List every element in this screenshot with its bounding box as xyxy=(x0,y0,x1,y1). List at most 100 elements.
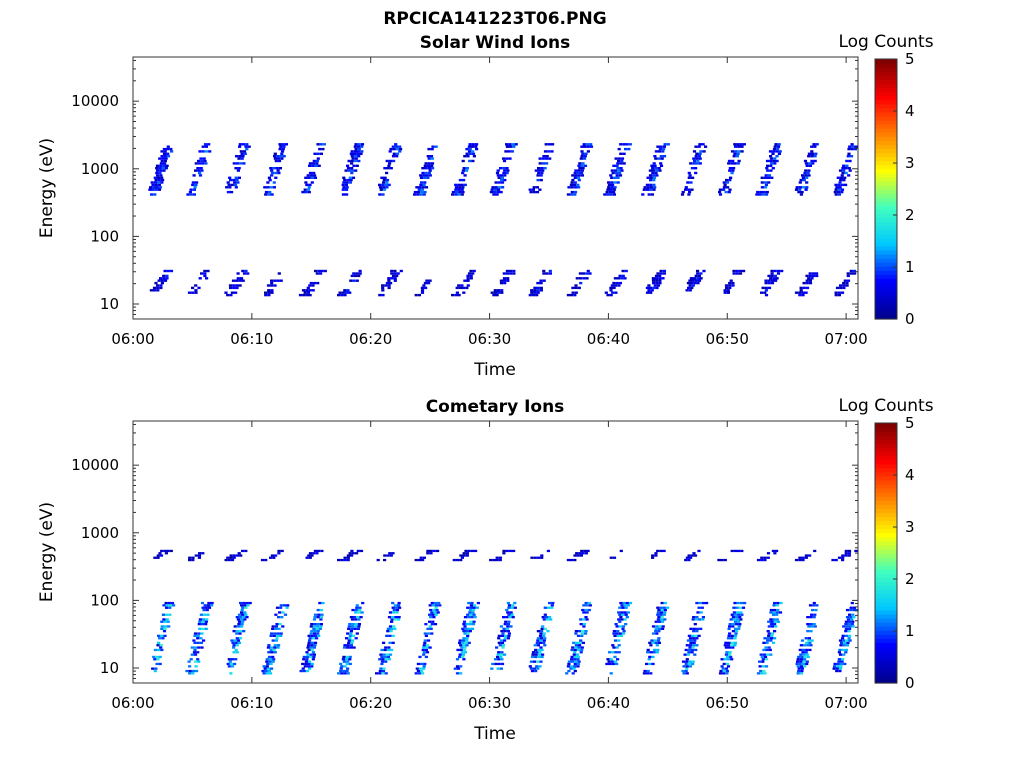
spectrogram-cell xyxy=(232,651,236,654)
spectrogram-cell xyxy=(650,289,654,292)
spectrogram-cell xyxy=(502,549,506,553)
spectrogram-cell xyxy=(608,662,612,666)
spectrogram-cell xyxy=(513,606,517,609)
spectrogram-cell xyxy=(462,291,466,294)
spectrogram-cell xyxy=(168,613,172,616)
spectrogram-cell xyxy=(806,644,810,647)
spectrogram-cell xyxy=(795,662,799,666)
spectrogram-cell xyxy=(759,669,763,673)
spectrogram-cell xyxy=(269,556,273,559)
spectrogram-cell xyxy=(614,171,618,175)
spectrogram-cell xyxy=(773,269,777,273)
spectrogram-cell xyxy=(732,618,736,621)
colorbar-segment xyxy=(875,654,897,660)
spectrogram-cell xyxy=(617,277,621,280)
spectrogram-cell xyxy=(769,277,773,280)
spectrogram-cell xyxy=(497,181,501,184)
spectrogram-cell xyxy=(544,157,549,160)
spectrogram-cell xyxy=(586,269,590,273)
spectrogram-cell xyxy=(589,143,593,146)
spectrogram-cell xyxy=(426,549,430,553)
spectrogram-cell xyxy=(529,190,533,194)
spectrogram-cell xyxy=(235,644,239,647)
spectrogram-cell xyxy=(538,162,542,165)
spectrogram-cell xyxy=(271,627,275,630)
spectrogram-cell xyxy=(833,665,837,668)
spectrogram-cell xyxy=(505,272,510,275)
spectrogram-cell xyxy=(434,606,438,609)
panel-title: Solar Wind Ions xyxy=(420,33,571,53)
spectrogram-cell xyxy=(493,291,497,294)
spectrogram-cell xyxy=(770,279,774,282)
spectrogram-cell xyxy=(237,176,241,179)
spectrogram-cell xyxy=(378,658,382,661)
spectrogram-cell xyxy=(433,623,438,626)
spectrogram-cell xyxy=(393,604,397,607)
spectrogram-cell xyxy=(542,269,546,273)
spectrogram-cell xyxy=(841,658,845,661)
spectrogram-cell xyxy=(842,164,846,167)
spectrogram-cell xyxy=(162,277,166,280)
spectrogram-cell xyxy=(850,623,854,626)
spectrogram-cell xyxy=(612,632,616,635)
spectrogram-cell xyxy=(497,291,501,294)
spectrogram-cell xyxy=(548,616,552,619)
spectrogram-cell xyxy=(848,620,852,623)
spectrogram-cell xyxy=(543,644,547,647)
spectrogram-cell xyxy=(203,604,207,607)
spectrogram-cell xyxy=(578,644,582,647)
colorbar-segment xyxy=(875,577,897,583)
spectrogram-cell xyxy=(388,159,392,163)
spectrogram-cell xyxy=(163,155,167,158)
colorbar-segment xyxy=(875,504,897,509)
spectrogram-cell xyxy=(695,627,700,630)
colorbar-segment xyxy=(875,666,897,672)
spectrogram-cell xyxy=(576,658,580,661)
spectrogram-cell xyxy=(455,190,459,194)
spectrogram-cell xyxy=(205,618,209,621)
spectrogram-cell xyxy=(542,618,546,621)
spectrogram-cell xyxy=(235,630,239,633)
spectrogram-cell xyxy=(652,188,656,191)
colorbar-segment xyxy=(875,83,897,89)
spectrogram-cell xyxy=(731,630,735,633)
spectrogram-cell xyxy=(161,637,165,640)
spectrogram-cell xyxy=(735,272,739,275)
spectrogram-cell xyxy=(278,623,282,626)
spectrogram-cell xyxy=(621,625,626,628)
spectrogram-cell xyxy=(538,641,543,644)
spectrogram-cell xyxy=(191,669,195,673)
spectrogram-cell xyxy=(539,632,543,635)
spectrogram-cell xyxy=(574,630,578,633)
spectrogram-cell xyxy=(612,281,616,285)
spectrogram-cell xyxy=(312,162,316,165)
spectrogram-cell xyxy=(692,644,696,647)
spectrogram-cell xyxy=(425,644,430,647)
spectrogram-cell xyxy=(537,655,541,659)
spectrogram-cell xyxy=(583,164,588,167)
spectrogram-cell xyxy=(202,157,206,160)
spectrogram-cell xyxy=(798,648,802,652)
spectrogram-cell xyxy=(306,291,310,294)
colorbar-segment xyxy=(875,152,897,158)
spectrogram-cell xyxy=(279,279,283,282)
spectrogram-cell xyxy=(384,183,388,187)
spectrogram-cell xyxy=(387,277,391,280)
spectrogram-cell xyxy=(246,272,250,275)
spectrogram-cell xyxy=(500,630,504,633)
spectrogram-cell xyxy=(169,147,173,151)
spectrogram-cell xyxy=(726,289,730,292)
spectrogram-cell xyxy=(618,174,623,177)
spectrogram-cell xyxy=(158,186,162,189)
spectrogram-cell xyxy=(647,284,651,287)
spectrogram-cell xyxy=(531,651,536,654)
spectrogram-cell xyxy=(319,152,323,155)
spectrogram-cell xyxy=(578,630,582,633)
spectrogram-cell xyxy=(539,178,543,182)
spectrogram-cell xyxy=(626,604,630,607)
spectrogram-cell xyxy=(315,162,319,165)
spectrogram-cell xyxy=(729,618,733,621)
spectrogram-cell xyxy=(658,147,662,151)
spectrogram-cell xyxy=(356,145,361,148)
spectrogram-cell xyxy=(765,190,769,194)
